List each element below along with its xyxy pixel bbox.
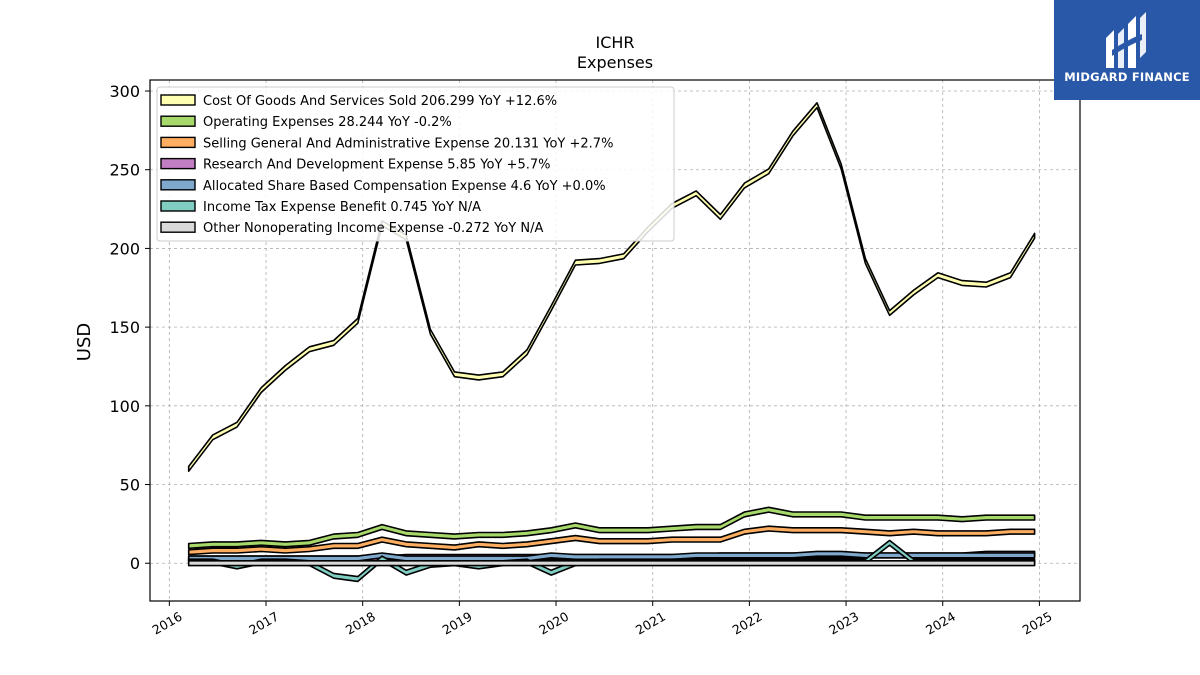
x-tick-label: 2019 bbox=[440, 609, 475, 638]
x-axis-ticks: 2016 2017 2018 2019 2020 2021 2022 2023 2024 2025 bbox=[150, 601, 1055, 638]
x-tick-label: 2016 bbox=[150, 609, 185, 638]
series-line bbox=[187, 506, 1036, 550]
legend-swatch bbox=[160, 94, 196, 106]
plot-frame bbox=[149, 79, 1081, 602]
series-line bbox=[187, 102, 1036, 473]
y-tick-label: 250 bbox=[109, 161, 140, 180]
x-tick-label: 2021 bbox=[633, 609, 668, 638]
y-tick-label: 200 bbox=[109, 239, 140, 258]
x-tick-label: 2017 bbox=[246, 609, 281, 638]
y-tick-label: 150 bbox=[109, 318, 140, 337]
series-layer bbox=[187, 102, 1036, 583]
legend-entry: Research And Development Expense 5.85 Yo… bbox=[203, 158, 550, 173]
legend-swatch bbox=[160, 136, 196, 149]
chart-title: ICHR bbox=[595, 33, 634, 52]
legend-box bbox=[156, 86, 675, 242]
x-tick-label: 2018 bbox=[343, 609, 378, 638]
midgard-logo-icon bbox=[1106, 12, 1146, 68]
chart-subtitle: Expenses bbox=[577, 53, 653, 72]
y-tick-label: 300 bbox=[109, 82, 140, 101]
midgard-finance-logo: MIDGARD FINANCE bbox=[1054, 0, 1200, 100]
legend-entry: Other Nonoperating Income Expense -0.272… bbox=[203, 221, 543, 236]
y-tick-label: 50 bbox=[120, 476, 140, 495]
y-axis-ticks: 0 50 100 150 200 250 300 bbox=[109, 82, 150, 573]
series-line bbox=[187, 559, 1036, 567]
brand-name: MIDGARD FINANCE bbox=[1064, 70, 1190, 84]
x-tick-label: 2020 bbox=[536, 609, 571, 638]
legend-entry: Income Tax Expense Benefit 0.745 YoY N/A bbox=[203, 200, 481, 215]
x-tick-label: 2025 bbox=[1020, 609, 1055, 638]
legend-swatch bbox=[160, 200, 196, 212]
y-axis-label: USD bbox=[74, 323, 95, 361]
legend-swatch bbox=[160, 179, 196, 191]
x-tick-label: 2023 bbox=[826, 609, 861, 638]
series-line bbox=[187, 525, 1036, 556]
x-tick-label: 2022 bbox=[730, 609, 765, 638]
legend-swatch bbox=[160, 115, 196, 127]
legend: Cost Of Goods And Services Sold 206.299 … bbox=[156, 86, 675, 242]
x-tick-label: 2024 bbox=[923, 609, 958, 638]
legend-entry: Allocated Share Based Compensation Expen… bbox=[203, 179, 606, 194]
legend-swatch bbox=[160, 221, 196, 233]
legend-swatch bbox=[160, 157, 196, 170]
y-tick-label: 100 bbox=[109, 397, 140, 416]
legend-entry: Selling General And Administrative Expen… bbox=[203, 136, 613, 151]
legend-entry: Operating Expenses 28.244 YoY -0.2% bbox=[203, 115, 452, 130]
legend-entry: Cost Of Goods And Services Sold 206.299 … bbox=[203, 94, 557, 109]
y-tick-label: 0 bbox=[130, 554, 140, 573]
